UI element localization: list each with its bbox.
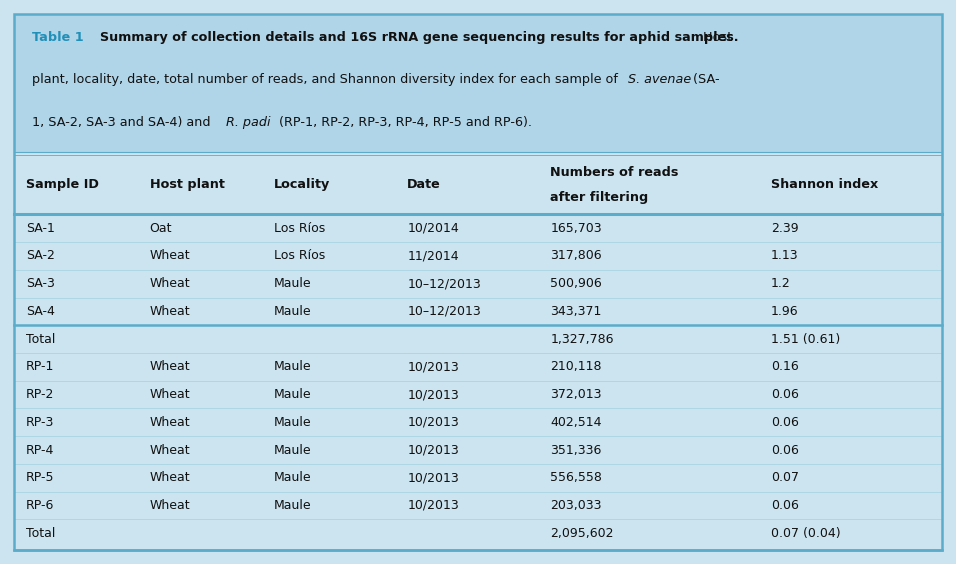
Text: 0.06: 0.06 <box>771 499 799 512</box>
Text: SA-2: SA-2 <box>26 249 54 262</box>
Text: 10/2013: 10/2013 <box>407 360 459 373</box>
Text: Maule: Maule <box>273 443 312 456</box>
Text: 0.06: 0.06 <box>771 443 799 456</box>
Text: Wheat: Wheat <box>150 443 190 456</box>
Text: Wheat: Wheat <box>150 388 190 401</box>
Text: 0.06: 0.06 <box>771 416 799 429</box>
Bar <box>14 14 942 152</box>
Text: Oat: Oat <box>150 222 172 235</box>
Text: Wheat: Wheat <box>150 360 190 373</box>
Text: Maule: Maule <box>273 499 312 512</box>
Text: RP-4: RP-4 <box>26 443 54 456</box>
Text: Wheat: Wheat <box>150 277 190 290</box>
Text: 11/2014: 11/2014 <box>407 249 459 262</box>
Text: 10/2013: 10/2013 <box>407 499 459 512</box>
Text: 1, SA-2, SA-3 and SA-4) and: 1, SA-2, SA-3 and SA-4) and <box>32 116 214 129</box>
Text: Wheat: Wheat <box>150 499 190 512</box>
Text: 10/2013: 10/2013 <box>407 443 459 456</box>
Text: Host: Host <box>699 31 732 44</box>
Text: RP-6: RP-6 <box>26 499 54 512</box>
Text: R. padi: R. padi <box>226 116 271 129</box>
Text: Maule: Maule <box>273 360 312 373</box>
Text: Table 1: Table 1 <box>32 31 83 44</box>
Text: Total: Total <box>26 333 55 346</box>
Text: 203,033: 203,033 <box>551 499 602 512</box>
Text: S. avenae: S. avenae <box>628 73 691 86</box>
Text: after filtering: after filtering <box>551 191 649 204</box>
Text: SA-1: SA-1 <box>26 222 54 235</box>
Text: 402,514: 402,514 <box>551 416 602 429</box>
Text: 210,118: 210,118 <box>551 360 602 373</box>
Text: Numbers of reads: Numbers of reads <box>551 166 679 179</box>
Text: SA-4: SA-4 <box>26 305 54 318</box>
Bar <box>14 152 942 550</box>
Text: Wheat: Wheat <box>150 249 190 262</box>
Text: 1,327,786: 1,327,786 <box>551 333 614 346</box>
Text: 10/2013: 10/2013 <box>407 472 459 484</box>
Text: Date: Date <box>407 178 441 191</box>
Text: 0.16: 0.16 <box>771 360 799 373</box>
Text: 1.96: 1.96 <box>771 305 799 318</box>
Text: plant, locality, date, total number of reads, and Shannon diversity index for ea: plant, locality, date, total number of r… <box>32 73 621 86</box>
Text: Sample ID: Sample ID <box>26 178 98 191</box>
Text: Los Ríos: Los Ríos <box>273 222 325 235</box>
Text: 2,095,602: 2,095,602 <box>551 527 614 540</box>
Text: Wheat: Wheat <box>150 305 190 318</box>
Text: Wheat: Wheat <box>150 416 190 429</box>
Text: Maule: Maule <box>273 472 312 484</box>
Text: 372,013: 372,013 <box>551 388 602 401</box>
Text: Maule: Maule <box>273 305 312 318</box>
Text: 1.2: 1.2 <box>771 277 791 290</box>
Text: 2.39: 2.39 <box>771 222 799 235</box>
Text: 343,371: 343,371 <box>551 305 602 318</box>
Text: Total: Total <box>26 527 55 540</box>
Text: Wheat: Wheat <box>150 472 190 484</box>
Text: 10–12/2013: 10–12/2013 <box>407 277 481 290</box>
Text: RP-5: RP-5 <box>26 472 54 484</box>
Text: 317,806: 317,806 <box>551 249 602 262</box>
Text: Locality: Locality <box>273 178 330 191</box>
Text: Maule: Maule <box>273 416 312 429</box>
Text: 10–12/2013: 10–12/2013 <box>407 305 481 318</box>
Text: 556,558: 556,558 <box>551 472 602 484</box>
Text: 1.13: 1.13 <box>771 249 799 262</box>
Text: 1.51 (0.61): 1.51 (0.61) <box>771 333 840 346</box>
Text: RP-1: RP-1 <box>26 360 54 373</box>
Text: (RP-1, RP-2, RP-3, RP-4, RP-5 and RP-6).: (RP-1, RP-2, RP-3, RP-4, RP-5 and RP-6). <box>275 116 532 129</box>
Text: 0.07 (0.04): 0.07 (0.04) <box>771 527 840 540</box>
Text: 500,906: 500,906 <box>551 277 602 290</box>
Text: 165,703: 165,703 <box>551 222 602 235</box>
Text: 10/2014: 10/2014 <box>407 222 459 235</box>
Text: 0.06: 0.06 <box>771 388 799 401</box>
Text: Summary of collection details and 16S rRNA gene sequencing results for aphid sam: Summary of collection details and 16S rR… <box>100 31 739 44</box>
Text: Los Ríos: Los Ríos <box>273 249 325 262</box>
Text: RP-3: RP-3 <box>26 416 54 429</box>
Text: RP-2: RP-2 <box>26 388 54 401</box>
Text: SA-3: SA-3 <box>26 277 54 290</box>
Text: 10/2013: 10/2013 <box>407 416 459 429</box>
Text: 351,336: 351,336 <box>551 443 602 456</box>
Text: Shannon index: Shannon index <box>771 178 879 191</box>
Text: Maule: Maule <box>273 388 312 401</box>
Text: 0.07: 0.07 <box>771 472 799 484</box>
Text: (SA-: (SA- <box>689 73 720 86</box>
Text: Maule: Maule <box>273 277 312 290</box>
Text: 10/2013: 10/2013 <box>407 388 459 401</box>
Text: Host plant: Host plant <box>150 178 225 191</box>
